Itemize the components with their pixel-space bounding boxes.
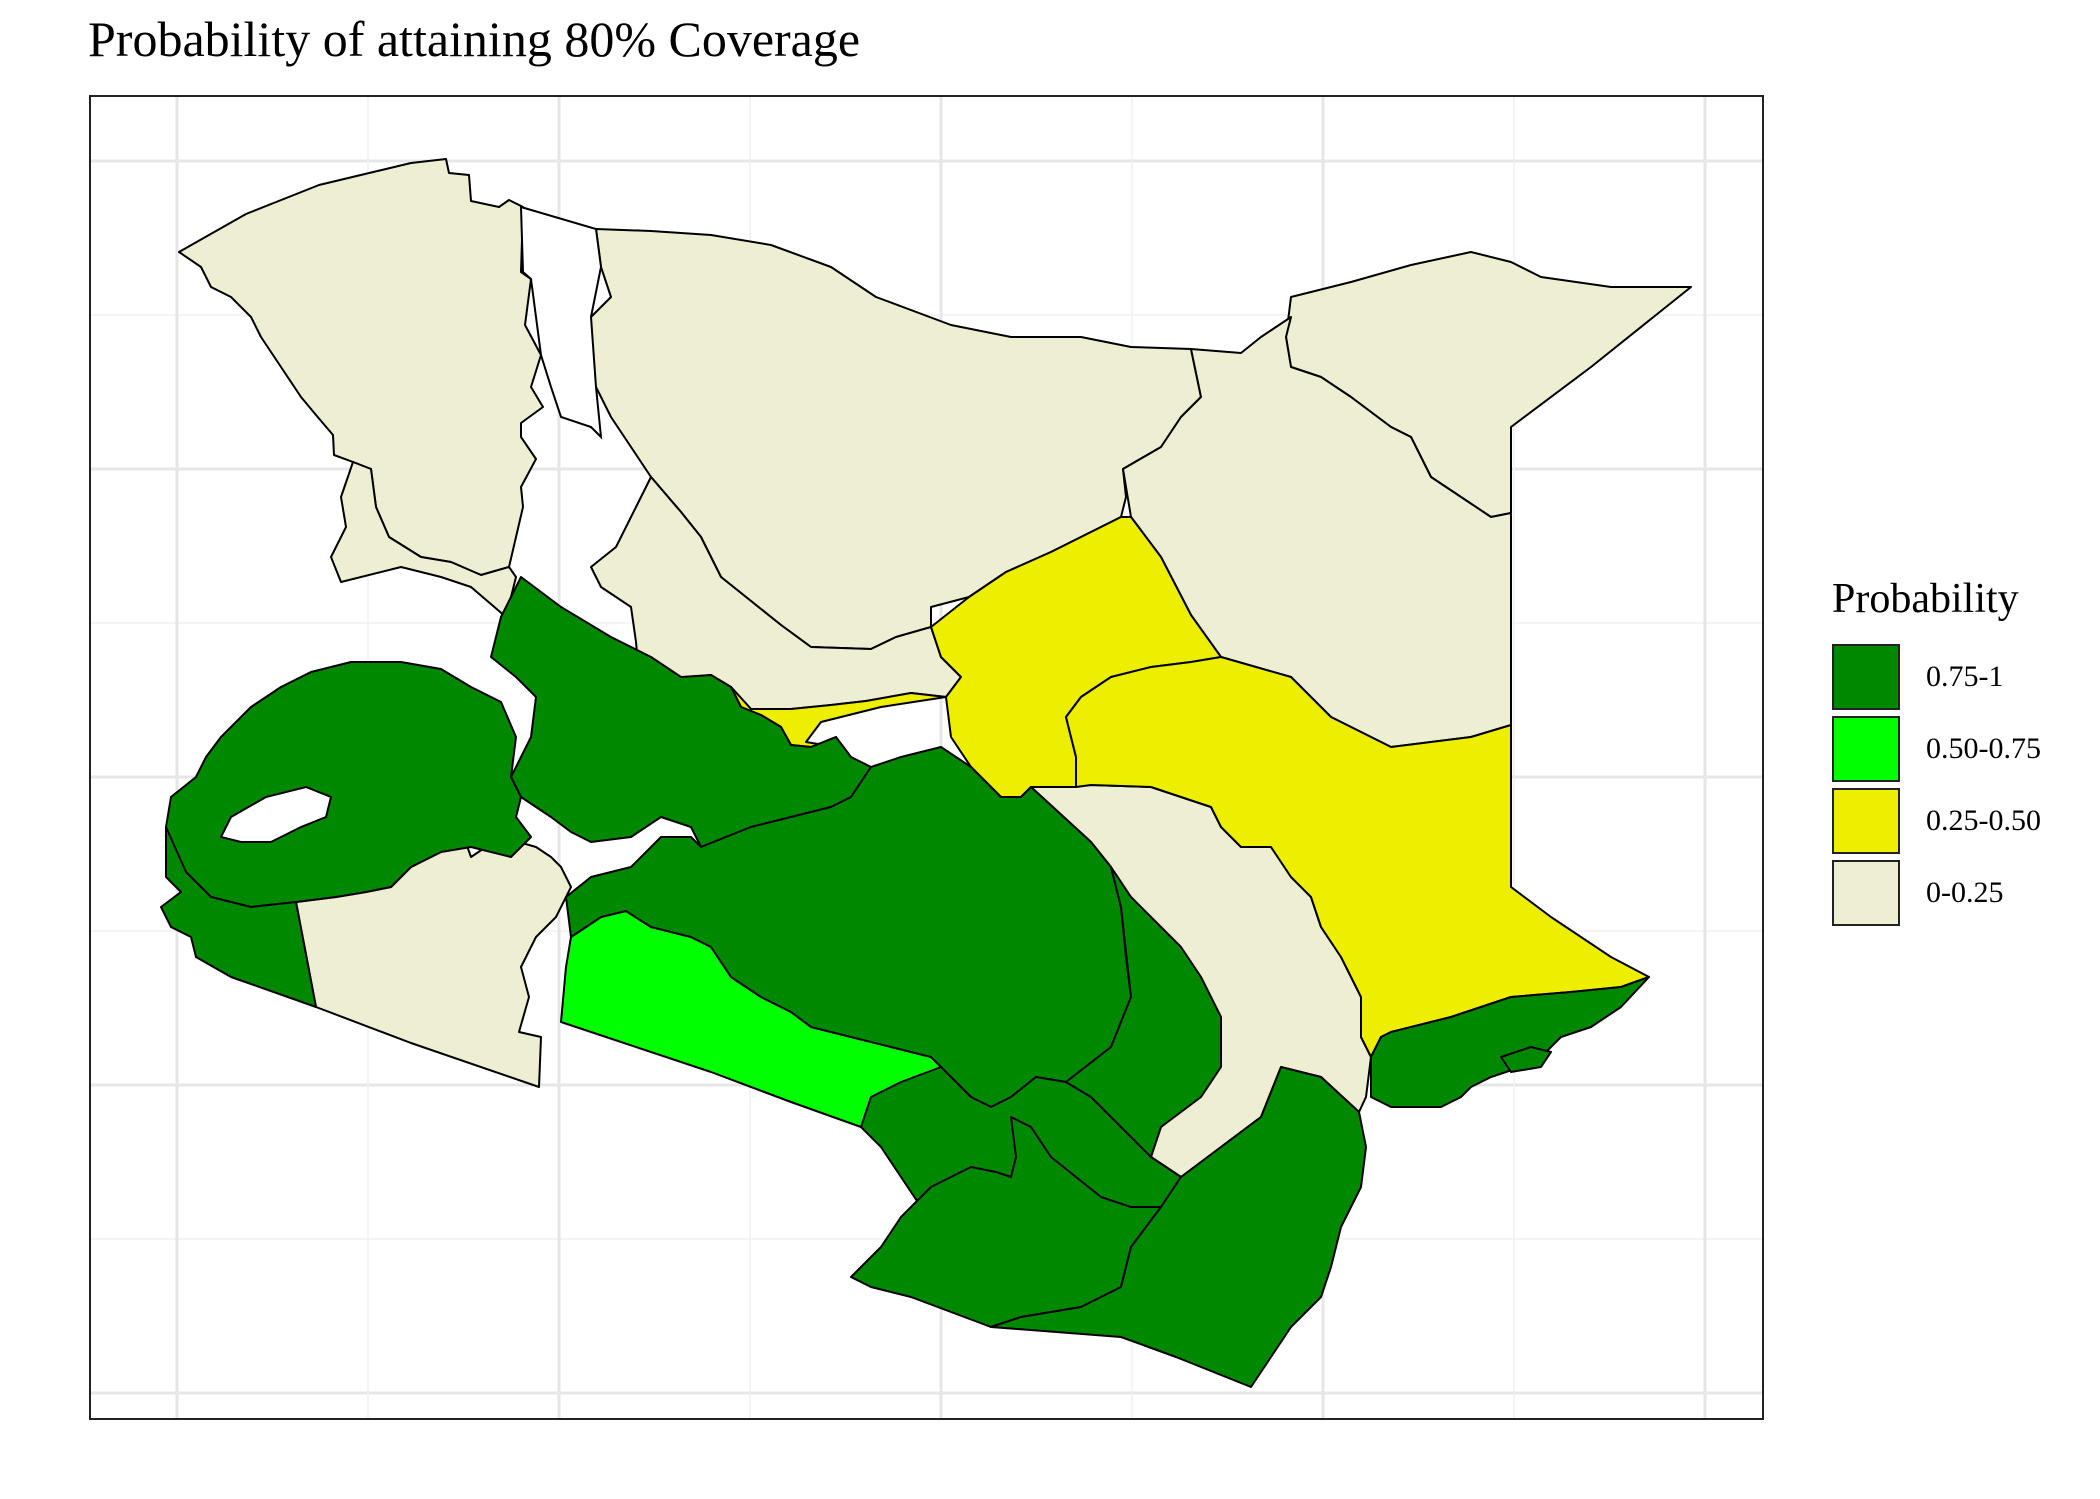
region-lamu-islands[interactable]	[1500, 1046, 1552, 1073]
lake-victoria	[219, 785, 333, 843]
legend-item-mid: 0.50-0.75	[1832, 713, 2041, 785]
legend-swatch-mid	[1832, 716, 1900, 782]
legend-label-high: 0.75-1	[1926, 660, 2004, 693]
legend-swatch-low	[1832, 788, 1900, 854]
legend-item-high: 0.75-1	[1832, 641, 2041, 713]
legend-title: Probability	[1832, 576, 2019, 622]
legend-label-mid: 0.50-0.75	[1926, 732, 2041, 765]
region-taita-kwale[interactable]	[990, 1066, 1367, 1388]
regions-high	[160, 576, 1650, 1388]
legend-item-verylow: 0-0.25	[1832, 857, 2041, 929]
border-channel	[519, 205, 603, 440]
region-lake-basin[interactable]	[160, 826, 317, 1008]
legend: Probability 0.75-1 0.50-0.75 0.25-0.50 0…	[1832, 575, 2041, 929]
map-canvas	[91, 97, 1762, 1418]
legend-swatch-high	[1832, 644, 1900, 710]
region-kitui[interactable]	[1065, 866, 1222, 1158]
map-panel	[89, 95, 1764, 1420]
legend-label-verylow: 0-0.25	[1926, 876, 2004, 909]
region-turkana[interactable]	[178, 158, 544, 576]
region-kilifi-coast[interactable]	[1370, 976, 1650, 1108]
legend-label-low: 0.25-0.50	[1926, 804, 2041, 837]
map-title: Probability of attaining 80% Coverage	[88, 11, 861, 67]
legend-swatch-verylow	[1832, 860, 1900, 926]
region-garissa[interactable]	[1065, 656, 1650, 1058]
legend-item-low: 0.25-0.50	[1832, 785, 2041, 857]
